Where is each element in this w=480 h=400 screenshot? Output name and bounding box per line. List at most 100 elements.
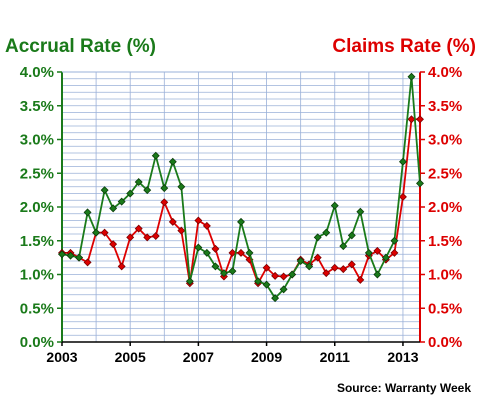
accrual-rate-point — [117, 197, 126, 206]
left-tick-label: 3.0% — [20, 132, 54, 149]
accrual-rate-point — [100, 186, 109, 195]
claims-rate-point — [271, 271, 280, 280]
left-tick-label: 0.5% — [20, 300, 54, 317]
accrual-rate-point — [390, 236, 399, 245]
accrual-rate-point — [305, 262, 314, 271]
accrual-rate-point — [313, 233, 322, 242]
claims-rate-point — [202, 221, 211, 230]
claims-rate-point — [228, 248, 237, 257]
claims-axis-title: Claims Rate (%) — [332, 36, 476, 57]
right-tick-label: 0.5% — [428, 300, 462, 317]
accrual-rate-point — [177, 182, 186, 191]
claims-rate-point — [339, 265, 348, 274]
x-tick-label: 2011 — [320, 349, 351, 365]
right-tick-label: 4.0% — [428, 64, 462, 81]
right-tick-label: 3.0% — [428, 132, 462, 149]
accrual-rate-point — [347, 231, 356, 240]
claims-rate-point — [134, 224, 143, 233]
claims-rate-point — [117, 262, 126, 271]
accrual-rate-point — [330, 201, 339, 210]
claims-rate-point — [373, 246, 382, 255]
accrual-rate-point — [373, 270, 382, 279]
accrual-rate-point — [279, 285, 288, 294]
claims-rate-point — [313, 253, 322, 262]
accrual-rate-point — [126, 189, 135, 198]
left-tick-label: 2.0% — [20, 199, 54, 216]
claims-rate-point — [126, 233, 135, 242]
accrual-rate-point — [339, 242, 348, 251]
claims-rate-point — [416, 115, 424, 124]
x-tick-label: 2005 — [115, 349, 146, 365]
accrual-rate-point — [211, 262, 220, 271]
accrual-rate-point — [416, 179, 424, 188]
accrual-rate-point — [66, 251, 75, 260]
claims-rate-point — [398, 192, 407, 201]
claims-rate-point — [143, 233, 152, 242]
claims-rate-point — [151, 232, 160, 240]
claims-rate-point — [279, 272, 288, 281]
claims-rate-point — [356, 275, 365, 284]
left-tick-label: 1.0% — [20, 267, 54, 284]
x-tick-label: 2007 — [183, 349, 214, 365]
accrual-rate-point — [75, 253, 84, 262]
claims-rate-point — [322, 269, 331, 278]
claims-rate-point — [211, 244, 220, 253]
accrual-rate-point — [237, 217, 245, 226]
accrual-rate-point — [219, 269, 228, 278]
x-tick-label: 2003 — [46, 349, 77, 365]
claims-rate-point — [262, 263, 271, 272]
claims-rate-point — [194, 216, 203, 225]
accrual-rate-point — [83, 208, 92, 217]
accrual-rate-point — [134, 178, 143, 186]
accrual-rate-point — [254, 277, 263, 286]
left-tick-label: 3.5% — [20, 98, 54, 115]
claims-rate-point — [330, 263, 339, 272]
left-tick-label: 2.5% — [20, 165, 54, 182]
left-tick-label: 4.0% — [20, 64, 54, 81]
accrual-rate-point — [143, 186, 152, 195]
accrual-rate-point — [168, 157, 177, 166]
gridlines — [62, 72, 420, 342]
claims-rate-point — [237, 248, 245, 257]
right-tick-label: 2.5% — [428, 165, 462, 182]
right-tick-label: 1.5% — [428, 233, 462, 250]
claims-rate-point — [160, 198, 169, 207]
claims-rate-point — [407, 115, 416, 124]
claims-rate-point — [177, 226, 186, 235]
x-tick-label: 2009 — [251, 349, 282, 365]
right-tick-label: 3.5% — [428, 98, 462, 115]
accrual-rate-point — [271, 294, 280, 303]
accrual-rate-point — [228, 267, 237, 276]
accrual-rate-point — [407, 72, 416, 81]
accrual-axis-title: Accrual Rate (%) — [5, 36, 156, 57]
left-tick-label: 1.5% — [20, 233, 54, 250]
right-tick-label: 2.0% — [428, 199, 462, 216]
x-axis-ticks: 2003 2005 2007 2009 2011 2013 — [46, 342, 419, 365]
accrual-rate-point — [160, 184, 169, 193]
accrual-rate-point — [109, 204, 118, 213]
accrual-rate-point — [296, 257, 305, 265]
accrual-rate-point — [262, 280, 271, 289]
accrual-rate-point — [194, 243, 203, 252]
claims-rate-point — [390, 248, 399, 257]
accrual-rate-point — [288, 270, 297, 279]
claims-rate-point — [100, 228, 109, 237]
accrual-rate-point — [322, 228, 331, 237]
accrual-rate-point — [381, 253, 390, 262]
source-note: Source: Warranty Week — [337, 381, 471, 395]
accrual-rate-point — [356, 207, 365, 216]
x-tick-label: 2013 — [387, 349, 418, 365]
accrual-rate-point — [364, 248, 373, 257]
claims-rate-point — [83, 258, 92, 267]
claims-rate-point — [109, 240, 118, 249]
accrual-rate-point — [202, 248, 211, 257]
accrual-rate-point — [398, 157, 407, 166]
claims-rate-point — [347, 260, 356, 269]
accrual-rate-point — [245, 248, 254, 257]
claims-rate-series — [58, 115, 424, 288]
accrual-rate-point — [58, 250, 66, 259]
right-tick-label: 0.0% — [428, 334, 462, 351]
right-y-axis-ticks: 0.0% 0.5% 1.0% 1.5% 2.0% 2.5% 3.0% 3.5% 4.0% — [420, 64, 462, 351]
left-tick-label: 0.0% — [20, 334, 54, 351]
